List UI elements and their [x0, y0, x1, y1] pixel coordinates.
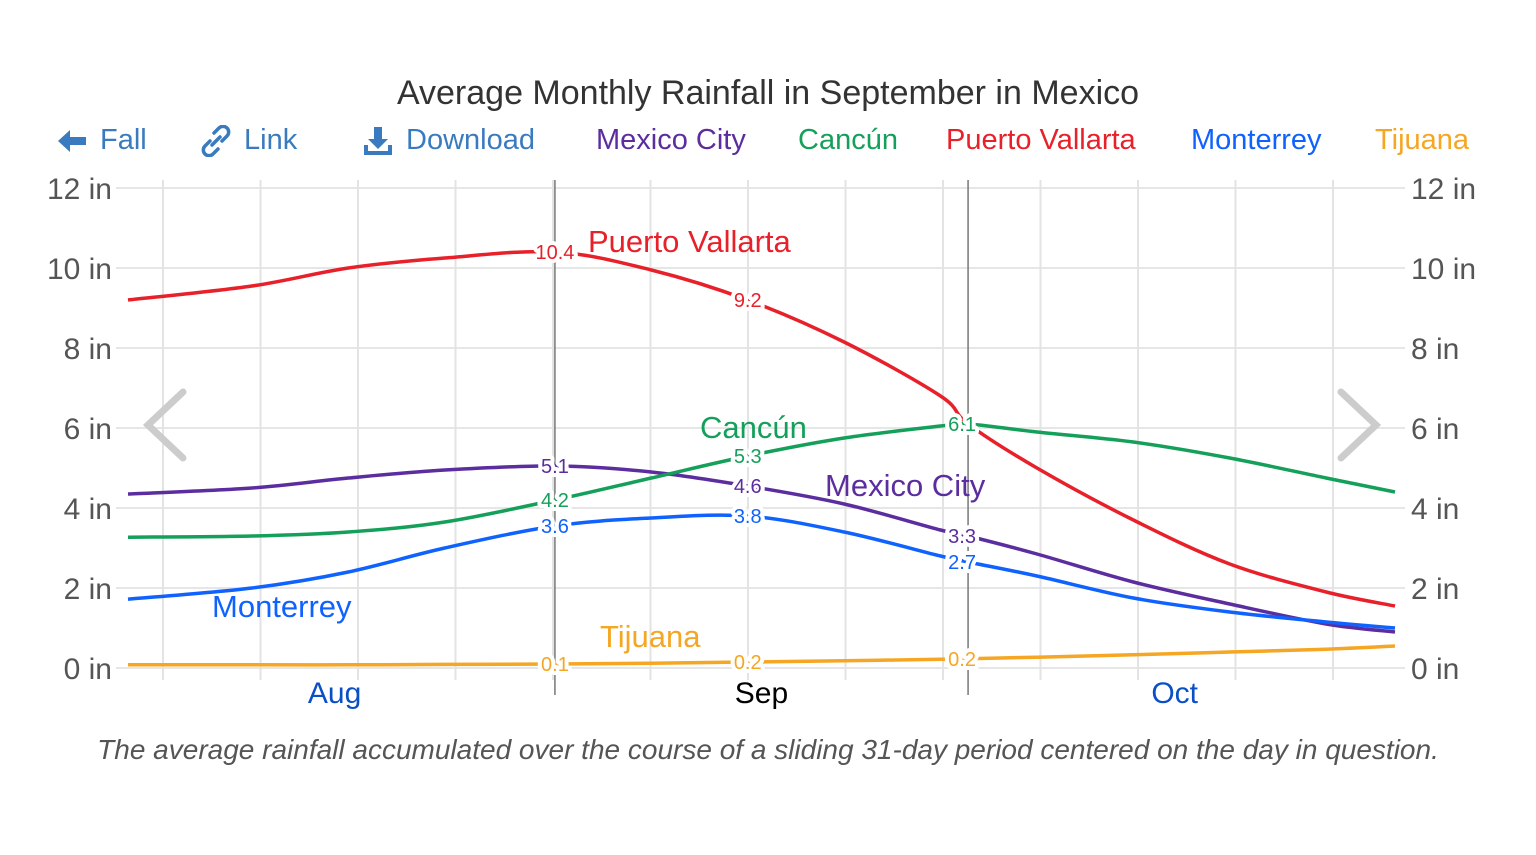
data-point-label: 5.1	[541, 456, 569, 478]
y-tick-left: 10 in	[47, 253, 112, 286]
data-point-label: 0.2	[948, 649, 976, 671]
series-line-monterrey	[127, 513, 1396, 630]
y-tick-right: 6 in	[1411, 413, 1459, 446]
chevron-right-icon[interactable]	[1337, 388, 1382, 462]
data-point-label: 3.3	[948, 526, 976, 548]
y-tick-left: 8 in	[64, 333, 112, 366]
download-icon	[364, 126, 392, 155]
fall-label: Fall	[100, 124, 147, 156]
series-line-puerto-vallarta	[127, 249, 1396, 608]
x-month-label: Sep	[735, 677, 788, 710]
fall-button[interactable]: Fall	[56, 124, 147, 157]
series-line-tijuana	[127, 644, 1396, 667]
x-month-label: Aug	[308, 677, 361, 710]
y-tick-left: 6 in	[64, 413, 112, 446]
y-tick-right: 0 in	[1411, 653, 1459, 686]
x-month-label: Oct	[1151, 677, 1198, 710]
series-label: Mexico City	[825, 468, 986, 503]
series-label: Monterrey	[212, 589, 352, 624]
link-button[interactable]: Link	[200, 124, 297, 157]
y-tick-right: 2 in	[1411, 573, 1459, 606]
link-label: Link	[244, 124, 298, 156]
data-point-label: 4.2	[541, 490, 569, 512]
download-button[interactable]: Download	[362, 124, 535, 157]
y-tick-right: 8 in	[1411, 333, 1459, 366]
series-line-canc-n	[127, 421, 1396, 539]
data-point-label: 5.3	[734, 446, 762, 468]
data-point-label: 0.1	[541, 654, 569, 676]
y-tick-left: 0 in	[64, 653, 112, 686]
series-label: Puerto Vallarta	[588, 224, 792, 259]
data-point-label: 4.6	[734, 476, 762, 498]
y-tick-left: 4 in	[64, 493, 112, 526]
y-tick-right: 10 in	[1411, 253, 1476, 286]
y-tick-right: 4 in	[1411, 493, 1459, 526]
series-label: Tijuana	[600, 619, 701, 654]
series-label: Cancún	[700, 410, 807, 445]
data-point-label: 3.8	[734, 506, 762, 528]
chart-caption: The average rainfall accumulated over th…	[97, 734, 1439, 765]
chevron-left-icon[interactable]	[142, 388, 187, 462]
link-icon	[201, 124, 231, 157]
legend-puerto-vallarta[interactable]: Puerto Vallarta	[946, 124, 1136, 156]
legend-tijuana[interactable]: Tijuana	[1375, 124, 1470, 156]
data-point-label: 0.2	[734, 652, 762, 674]
download-label: Download	[406, 124, 535, 156]
y-tick-left: 12 in	[47, 173, 112, 206]
series-line-mexico-city	[127, 464, 1396, 634]
y-tick-left: 2 in	[64, 573, 112, 606]
data-point-label: 10.4	[535, 242, 574, 264]
arrow-left-icon	[58, 129, 86, 152]
y-tick-right: 12 in	[1411, 173, 1476, 206]
data-point-label: 6.1	[948, 414, 976, 436]
legend-monterrey[interactable]: Monterrey	[1191, 124, 1322, 156]
chart-title: Average Monthly Rainfall in September in…	[396, 74, 1140, 112]
legend-cancun[interactable]: Cancún	[798, 124, 898, 156]
legend-mexico-city[interactable]: Mexico City	[596, 124, 746, 156]
data-point-label: 2.7	[948, 552, 976, 574]
data-point-label: 3.6	[541, 516, 569, 538]
data-point-label: 9.2	[734, 290, 762, 312]
